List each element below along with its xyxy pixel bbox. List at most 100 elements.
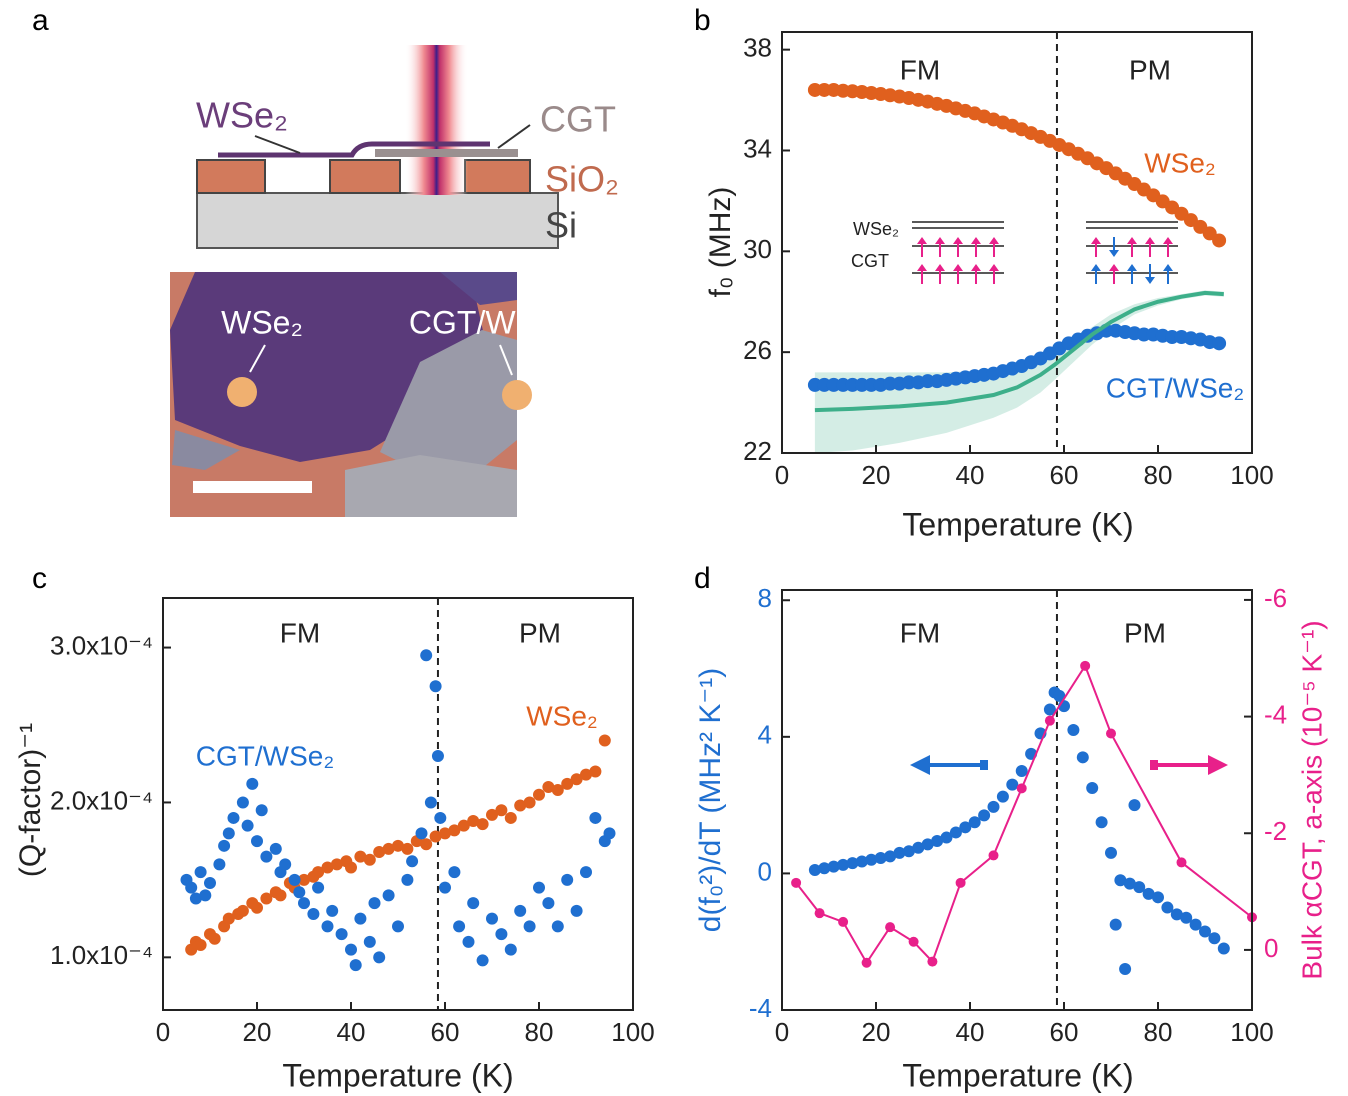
spin-arrow-head — [1163, 237, 1173, 244]
data-point — [504, 943, 517, 956]
data-point — [1080, 660, 1091, 671]
x-axis-title: Temperature (K) — [282, 1057, 513, 1093]
panel-label: b — [694, 4, 711, 37]
data-point — [1212, 336, 1227, 351]
spin-arrow-head — [1163, 264, 1173, 271]
spin-arrow-head — [971, 264, 981, 271]
data-point — [589, 811, 602, 824]
data-point — [846, 857, 859, 870]
data-point — [1076, 751, 1089, 764]
data-point — [1189, 918, 1202, 931]
data-point — [467, 897, 480, 910]
x-tick-label: 80 — [525, 1017, 554, 1047]
data-point — [321, 861, 334, 874]
wse2-flake — [218, 141, 490, 158]
data-point — [326, 904, 339, 917]
flake-region — [440, 272, 517, 305]
chart: b 0 20 40 60 80 100 22 26 30 34 38 Temperature (K) f₀… — [694, 4, 1274, 543]
y-axis-title: f₀ (MHz) — [704, 187, 737, 298]
data-point — [476, 818, 489, 831]
data-point — [448, 824, 461, 837]
data-point — [345, 861, 357, 874]
data-point — [1015, 764, 1028, 777]
label-si: Si — [545, 205, 577, 246]
data-point — [1133, 881, 1146, 894]
data-point — [1043, 703, 1056, 716]
data-point — [439, 881, 451, 894]
spin-inset — [912, 221, 1178, 284]
sio2-block — [196, 159, 266, 194]
x-axis-title: Temperature (K) — [902, 506, 1133, 542]
data-point — [927, 956, 938, 967]
data-point — [382, 889, 395, 902]
data-point — [354, 850, 367, 863]
axis-arrow-tail — [1150, 760, 1158, 770]
axis-arrow-head — [910, 755, 930, 775]
data-point — [1142, 887, 1155, 900]
y-tick-label: 22 — [743, 436, 772, 466]
data-point — [457, 819, 470, 832]
data-point — [855, 855, 868, 868]
y-tick-label: 1.0x10⁻⁴ — [50, 940, 153, 970]
data-point — [523, 920, 536, 933]
data-point — [298, 897, 310, 910]
spin-arrow-head — [1109, 250, 1119, 257]
data-point — [382, 842, 395, 855]
y-tick-label: 4 — [758, 720, 772, 750]
data-point — [838, 916, 849, 927]
y-tick-label: 3.0x10⁻⁴ — [50, 630, 153, 660]
plot-frame — [162, 597, 634, 1011]
si-substrate — [196, 192, 559, 249]
data-point — [893, 846, 906, 859]
drum-cgt-wse2 — [502, 380, 532, 410]
data-point — [1114, 874, 1127, 887]
data-point — [542, 780, 555, 793]
data-point — [401, 873, 414, 886]
data-point — [814, 908, 825, 919]
data-point — [949, 826, 962, 839]
laser-beam — [405, 45, 468, 195]
data-point — [298, 873, 310, 886]
data-point — [251, 835, 263, 848]
data-point — [598, 734, 611, 747]
x-tick-label: 100 — [1230, 1017, 1273, 1047]
x-tick-label: 0 — [156, 1017, 170, 1047]
data-point — [439, 827, 451, 840]
data-point — [218, 839, 231, 852]
data-point — [368, 897, 381, 910]
data-point — [978, 809, 991, 822]
data-point — [236, 904, 249, 917]
data-point — [603, 827, 616, 840]
panel-label: c — [32, 562, 47, 595]
data-point — [988, 850, 999, 861]
data-point — [1128, 799, 1141, 812]
data-point — [307, 907, 320, 920]
sio2-block — [464, 159, 531, 194]
data-point — [194, 938, 207, 951]
series-label: CGT/WSe₂ — [1106, 372, 1244, 403]
data-point — [931, 834, 944, 847]
y2-tick-label: -2 — [1264, 816, 1287, 846]
data-point — [312, 866, 325, 879]
x-tick-label: 20 — [243, 1017, 272, 1047]
y-tick-label: 30 — [743, 234, 772, 264]
data-point — [373, 846, 386, 859]
data-point — [189, 892, 202, 905]
data-point — [791, 877, 802, 888]
data-point — [373, 951, 386, 964]
spin-arrow-head — [935, 237, 945, 244]
x-tick-label: 100 — [611, 1017, 654, 1047]
data-point — [279, 858, 292, 871]
data-point — [861, 957, 872, 968]
y-tick-label: 26 — [743, 335, 772, 365]
data-point — [1109, 918, 1122, 931]
data-point — [431, 749, 444, 762]
x-tick-label: 0 — [775, 1017, 789, 1047]
chart: c 0 20 40 60 80 100 1.0x10⁻⁴ 2.0x10⁻⁴ 3.0x10⁻⁴ Tem… — [14, 562, 655, 1094]
data-point — [434, 811, 447, 824]
inset-label: CGT — [851, 251, 889, 271]
leader-line — [249, 344, 266, 373]
spin-arrow-head — [1109, 264, 1119, 271]
